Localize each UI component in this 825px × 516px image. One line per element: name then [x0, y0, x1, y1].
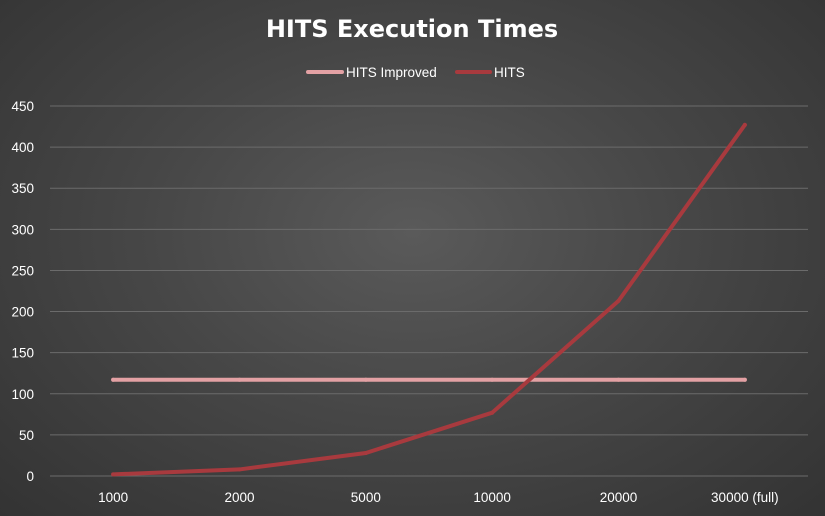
y-tick-label: 150	[11, 346, 34, 361]
legend-label-hits-improved: HITS Improved	[346, 65, 437, 80]
data-point-hits-improved	[363, 377, 368, 382]
data-point-hits	[742, 122, 747, 127]
x-tick-label: 1000	[98, 490, 128, 505]
x-axis-ticks: 1000 2000 5000 10000 20000 30000 (full)	[98, 490, 778, 505]
data-point-hits-improved	[490, 377, 495, 382]
series-lines	[111, 122, 747, 477]
y-tick-label: 300	[11, 222, 34, 237]
y-tick-label: 0	[26, 469, 34, 484]
data-point-hits-improved	[111, 377, 116, 382]
data-point-hits	[237, 467, 242, 472]
x-tick-label: 10000	[473, 490, 511, 505]
gridlines	[50, 105, 808, 477]
y-tick-label: 250	[11, 263, 34, 278]
y-tick-label: 50	[19, 428, 34, 443]
x-tick-label: 30000 (full)	[711, 490, 779, 505]
series-line-hits	[111, 122, 747, 477]
x-tick-label: 20000	[600, 490, 638, 505]
data-point-hits-improved	[742, 377, 747, 382]
x-tick-label: 2000	[224, 490, 254, 505]
data-point-hits	[111, 472, 116, 477]
legend: HITS Improved HITS	[306, 65, 525, 80]
data-point-hits	[363, 450, 368, 455]
data-point-hits	[616, 298, 621, 303]
legend-label-hits: HITS	[494, 65, 525, 80]
y-tick-label: 400	[11, 140, 34, 155]
y-axis-ticks: 0 50 100 150 200 250 300 350 400 450	[11, 99, 34, 484]
y-tick-label: 350	[11, 181, 34, 196]
y-tick-label: 100	[11, 387, 34, 402]
data-point-hits	[490, 410, 495, 415]
y-tick-label: 450	[11, 99, 34, 114]
data-point-hits-improved	[237, 377, 242, 382]
chart-title: HITS Execution Times	[266, 15, 558, 43]
data-point-hits-improved	[616, 377, 621, 382]
x-tick-label: 5000	[351, 490, 381, 505]
y-tick-label: 200	[11, 305, 34, 320]
